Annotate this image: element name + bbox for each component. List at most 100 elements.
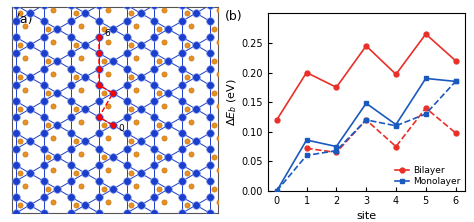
Point xyxy=(95,131,103,135)
Point xyxy=(210,123,218,127)
Point xyxy=(21,121,29,124)
Point xyxy=(206,195,214,199)
Point xyxy=(206,115,214,119)
Point xyxy=(206,131,214,135)
Point xyxy=(123,51,130,55)
Point xyxy=(12,163,19,167)
Point xyxy=(17,203,24,207)
Point xyxy=(49,137,56,140)
Point xyxy=(188,153,195,156)
Point xyxy=(40,211,47,215)
Point xyxy=(54,59,61,63)
Point xyxy=(95,211,103,215)
Point xyxy=(164,59,172,63)
Point xyxy=(49,201,56,204)
Point xyxy=(178,211,186,215)
Point xyxy=(128,107,135,111)
Point xyxy=(67,19,75,23)
Point xyxy=(72,43,80,47)
Point xyxy=(100,123,108,127)
Point xyxy=(132,121,140,124)
Point xyxy=(178,67,186,71)
Point xyxy=(178,179,186,183)
Point xyxy=(210,155,218,159)
Point xyxy=(210,187,218,191)
Point xyxy=(95,195,103,199)
Point xyxy=(206,99,214,103)
Point xyxy=(40,99,47,103)
Point xyxy=(17,171,24,175)
Point xyxy=(151,83,158,87)
Point xyxy=(183,171,191,175)
Point xyxy=(12,195,19,199)
Point xyxy=(54,187,61,191)
Point xyxy=(123,35,130,39)
Point xyxy=(192,75,200,79)
Point xyxy=(17,75,24,79)
Point xyxy=(67,67,75,71)
Point xyxy=(109,91,117,95)
Point xyxy=(151,195,158,199)
Point xyxy=(104,73,112,76)
Point xyxy=(82,203,89,207)
Point xyxy=(100,59,108,63)
Point xyxy=(77,153,84,156)
Point xyxy=(109,155,117,159)
Point xyxy=(123,179,130,183)
Point xyxy=(206,19,214,23)
Point xyxy=(151,3,158,7)
Point xyxy=(123,19,130,23)
Point xyxy=(95,51,103,55)
Point xyxy=(137,11,145,15)
X-axis label: site: site xyxy=(356,211,376,221)
Point xyxy=(12,19,19,23)
Point xyxy=(183,203,191,207)
Point xyxy=(95,67,103,71)
Point xyxy=(77,185,84,188)
Point xyxy=(123,3,130,7)
Point xyxy=(128,11,135,15)
Point xyxy=(40,115,47,119)
Point xyxy=(151,147,158,151)
Point xyxy=(178,83,186,87)
Point xyxy=(95,83,103,87)
Point xyxy=(183,43,191,47)
Point xyxy=(137,203,145,207)
Point xyxy=(137,107,145,111)
Point xyxy=(183,75,191,79)
Point xyxy=(132,89,140,92)
Point xyxy=(26,203,34,207)
Point xyxy=(109,187,117,191)
Point xyxy=(26,107,34,111)
Point xyxy=(40,163,47,167)
Point xyxy=(104,169,112,172)
Point xyxy=(40,3,47,7)
Point xyxy=(95,115,103,119)
Point xyxy=(192,139,200,143)
Point xyxy=(95,179,103,183)
Point xyxy=(210,59,218,63)
Point xyxy=(12,83,19,87)
Y-axis label: $\Delta E_b$ (eV): $\Delta E_b$ (eV) xyxy=(225,78,238,126)
Point xyxy=(26,43,34,47)
Point xyxy=(109,123,117,127)
Point xyxy=(100,91,108,95)
Point xyxy=(40,67,47,71)
Point xyxy=(210,91,218,95)
Point xyxy=(192,203,200,207)
Point xyxy=(123,131,130,135)
Point xyxy=(17,139,24,143)
Point xyxy=(178,115,186,119)
Point xyxy=(132,25,140,28)
Point xyxy=(206,51,214,55)
Point xyxy=(123,99,130,103)
Point xyxy=(123,211,130,215)
Point xyxy=(128,43,135,47)
Point xyxy=(26,139,34,143)
Point xyxy=(12,35,19,39)
Point xyxy=(151,179,158,183)
Point xyxy=(49,105,56,108)
Point xyxy=(12,3,19,7)
Point xyxy=(67,83,75,87)
Point xyxy=(95,35,103,39)
